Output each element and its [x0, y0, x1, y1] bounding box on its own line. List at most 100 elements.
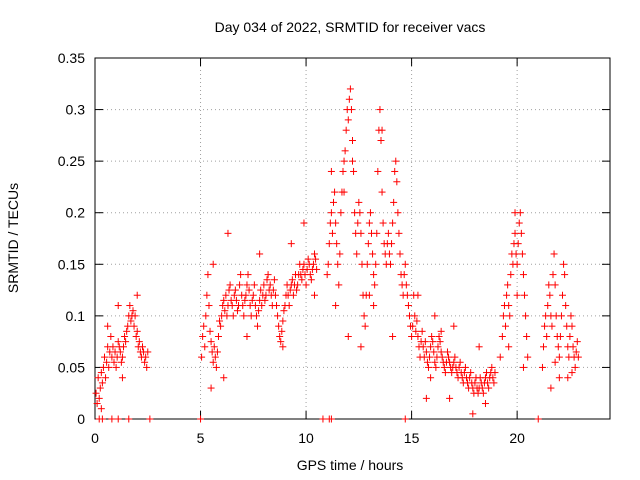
data-point [278, 327, 286, 335]
data-point [469, 410, 477, 418]
data-point [341, 147, 349, 155]
data-point [511, 209, 519, 217]
data-point [376, 106, 384, 114]
data-point [377, 137, 385, 145]
data-point [236, 281, 244, 289]
data-point [217, 322, 225, 330]
data-point [205, 302, 213, 310]
data-point [294, 281, 302, 289]
data-point [252, 312, 260, 320]
data-point [112, 363, 120, 371]
data-point [514, 240, 522, 248]
data-point [103, 358, 111, 366]
zero-marker [327, 415, 335, 423]
data-point [445, 353, 453, 361]
data-points [92, 85, 582, 423]
data-point [511, 229, 519, 237]
data-point [93, 400, 101, 408]
data-point [555, 374, 563, 382]
data-point [335, 281, 343, 289]
data-point [568, 322, 576, 330]
data-point [555, 353, 563, 361]
data-point [541, 322, 549, 330]
data-point [280, 307, 288, 315]
data-point [450, 322, 458, 330]
data-point [437, 348, 445, 356]
data-point [350, 167, 358, 175]
zero-marker [319, 415, 327, 423]
data-point [503, 291, 511, 299]
data-point [412, 327, 420, 335]
data-point [302, 281, 310, 289]
data-point [245, 286, 253, 294]
data-point [574, 353, 582, 361]
data-point [254, 322, 262, 330]
data-point [102, 374, 110, 382]
data-point [550, 250, 558, 258]
data-point [97, 405, 105, 413]
data-point [517, 229, 525, 237]
data-point [522, 312, 530, 320]
data-point [231, 286, 239, 294]
data-point [353, 250, 361, 258]
data-point [286, 286, 294, 294]
data-point [438, 353, 446, 361]
data-point [369, 250, 377, 258]
data-point [129, 307, 137, 315]
data-point [548, 322, 556, 330]
data-point [237, 271, 245, 279]
data-point [414, 291, 422, 299]
y-tick-label: 0 [77, 411, 85, 427]
data-point [223, 312, 231, 320]
data-point [220, 296, 228, 304]
data-point [241, 296, 249, 304]
data-point [427, 374, 435, 382]
data-point [378, 126, 386, 134]
data-point [392, 157, 400, 165]
data-point [311, 250, 319, 258]
data-point [225, 286, 233, 294]
data-point [307, 276, 315, 284]
data-point [450, 358, 458, 366]
data-point [331, 188, 339, 196]
data-point [114, 338, 122, 346]
data-point [488, 363, 496, 371]
data-point [100, 353, 108, 361]
data-point [269, 286, 277, 294]
data-point [143, 363, 151, 371]
data-point [561, 271, 569, 279]
data-point [109, 343, 117, 351]
data-point [374, 167, 382, 175]
data-point [434, 343, 442, 351]
data-point [363, 260, 371, 268]
y-axis-label: SRMTID / TECUs [5, 183, 21, 293]
data-point [471, 379, 479, 387]
data-point [430, 348, 438, 356]
data-point [117, 358, 125, 366]
data-point [97, 369, 105, 377]
data-point [130, 322, 138, 330]
data-point [393, 178, 401, 186]
data-point [499, 312, 507, 320]
chart-title: Day 034 of 2022, SRMTID for receiver vac… [215, 19, 486, 35]
data-point [204, 271, 212, 279]
data-point [242, 291, 250, 299]
zero-marker [534, 415, 542, 423]
data-point [271, 291, 279, 299]
data-point [521, 291, 529, 299]
data-point [498, 332, 506, 340]
data-point [506, 312, 514, 320]
data-point [543, 332, 551, 340]
data-point [384, 229, 392, 237]
plot-frame [94, 57, 611, 420]
data-point [327, 167, 335, 175]
data-point [198, 353, 206, 361]
data-point [264, 271, 272, 279]
data-point [564, 374, 572, 382]
data-point [360, 312, 368, 320]
data-point [243, 332, 251, 340]
data-point [370, 302, 378, 310]
data-point [394, 209, 402, 217]
y-tick-label: 0.15 [58, 256, 85, 272]
